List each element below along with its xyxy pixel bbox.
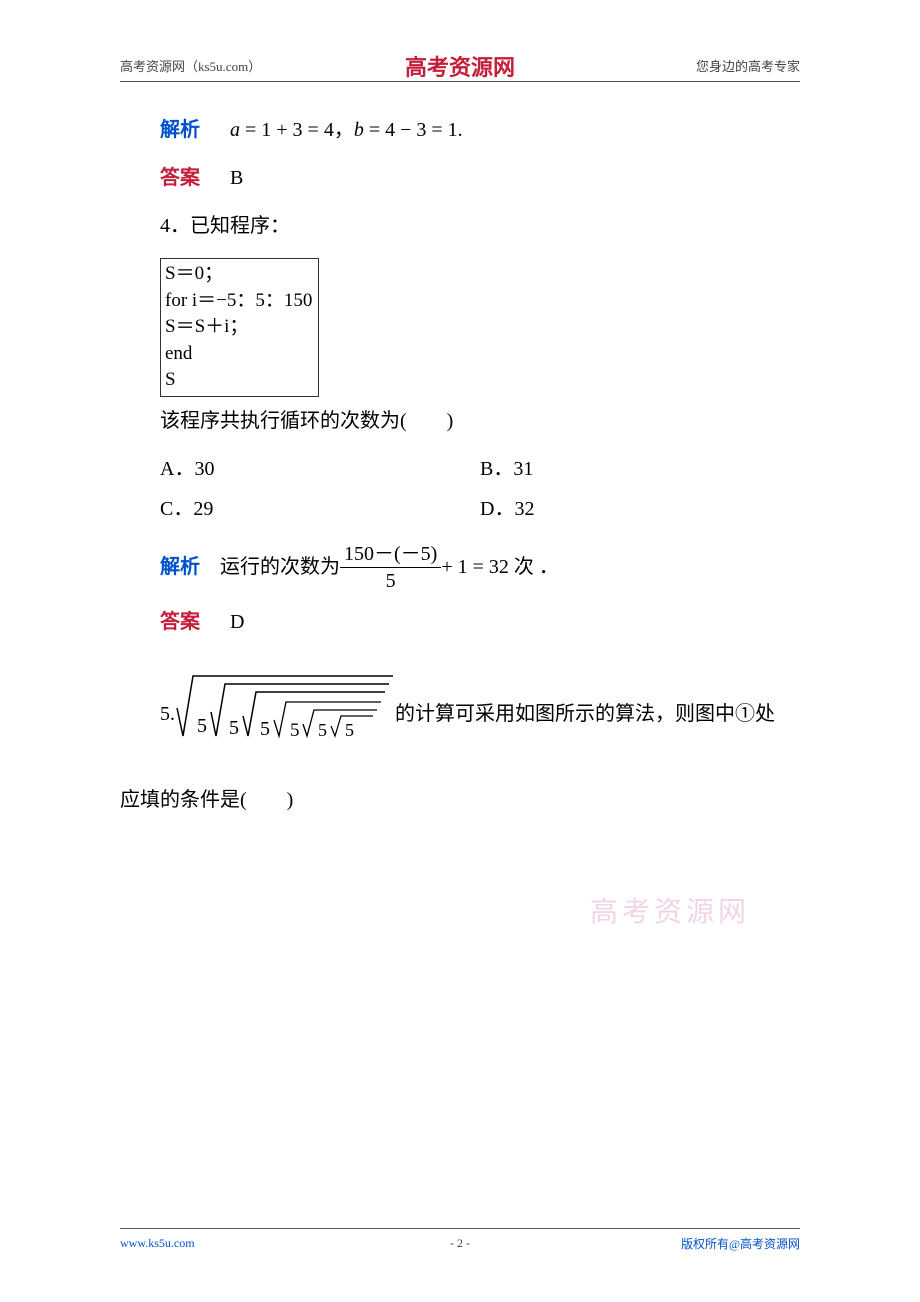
q4-question: 该程序共执行循环的次数为( ): [160, 401, 800, 441]
q5-line2: 应填的条件是( ): [120, 780, 800, 820]
frac-denominator: 5: [340, 568, 441, 594]
option-c: C．29: [160, 489, 480, 529]
code-line: S: [165, 367, 312, 394]
q4-stem: 4．已知程序：: [160, 206, 800, 246]
option-a: A．30: [160, 449, 480, 489]
answer-value: D: [230, 611, 244, 633]
svg-text:5: 5: [318, 720, 327, 740]
watermark: 高考资源网: [590, 890, 750, 930]
option-d: D．32: [480, 489, 800, 529]
q5-line1: 5. 5 5 5 5 5 5: [160, 658, 800, 770]
q3-answer: 答案 B: [160, 158, 800, 198]
code-line: end: [165, 341, 312, 368]
solution-label: 解析: [160, 119, 200, 141]
solution-text: a: [230, 119, 240, 141]
svg-text:5: 5: [290, 720, 300, 741]
header-right-text: 您身边的高考专家: [696, 56, 800, 75]
header-left-text: 高考资源网（ks5u.com）: [120, 56, 261, 75]
svg-text:5: 5: [197, 715, 207, 737]
header-center-title: 高考资源网: [405, 50, 515, 82]
code-line: S＝S＋i；: [165, 314, 312, 341]
solution-label: 解析: [160, 547, 200, 587]
option-b: B．31: [480, 449, 800, 489]
code-line: for i＝−5：5：150: [165, 288, 312, 315]
answer-label: 答案: [160, 167, 200, 189]
q4-stem-text: 已知程序：: [190, 215, 290, 237]
svg-text:5: 5: [260, 718, 270, 740]
nested-sqrt: 5 5 5 5 5 5: [175, 668, 395, 760]
svg-text:5: 5: [229, 717, 239, 739]
page-content: 解析 a = 1 + 3 = 4，b = 4 − 3 = 1. 答案 B 4．已…: [160, 110, 800, 828]
frac-numerator: 150－(－5): [340, 541, 441, 568]
q5-number: 5.: [160, 694, 175, 734]
q4-solution: 解析 运行的次数为 150－(－5) 5 + 1 = 32 次 ．: [160, 541, 800, 594]
solution-text-rest: = 1 + 3 = 4，: [240, 119, 354, 141]
q4-options: A．30 B．31 C．29 D．32: [160, 449, 800, 529]
footer-left-link: www.ks5u.com: [120, 1236, 195, 1251]
solution-suffix: + 1 = 32 次 ．: [441, 547, 559, 587]
footer-copyright: 版权所有@高考资源网: [681, 1235, 800, 1252]
q4-answer: 答案 D: [160, 602, 800, 642]
fraction: 150－(－5) 5: [340, 541, 441, 594]
answer-label: 答案: [160, 611, 200, 633]
page-footer: www.ks5u.com - 2 - 版权所有@高考资源网: [120, 1228, 800, 1252]
solution-prefix: 运行的次数为: [220, 547, 340, 587]
footer-page-number: - 2 -: [450, 1236, 470, 1251]
q4-code-box: S＝0； for i＝−5：5：150 S＝S＋i； end S: [160, 258, 319, 397]
solution-text-rest2: = 4 − 3 = 1.: [364, 119, 463, 141]
q3-solution: 解析 a = 1 + 3 = 4，b = 4 − 3 = 1.: [160, 110, 800, 150]
svg-text:5: 5: [345, 720, 354, 740]
solution-text-b: b: [354, 119, 364, 141]
q5-text-after: 的计算可采用如图所示的算法，则图中①处: [395, 694, 775, 734]
page-header: 高考资源网（ks5u.com） 高考资源网 您身边的高考专家: [120, 56, 800, 82]
code-line: S＝0；: [165, 261, 312, 288]
answer-value: B: [230, 167, 243, 189]
q4-number: 4．: [160, 215, 190, 237]
